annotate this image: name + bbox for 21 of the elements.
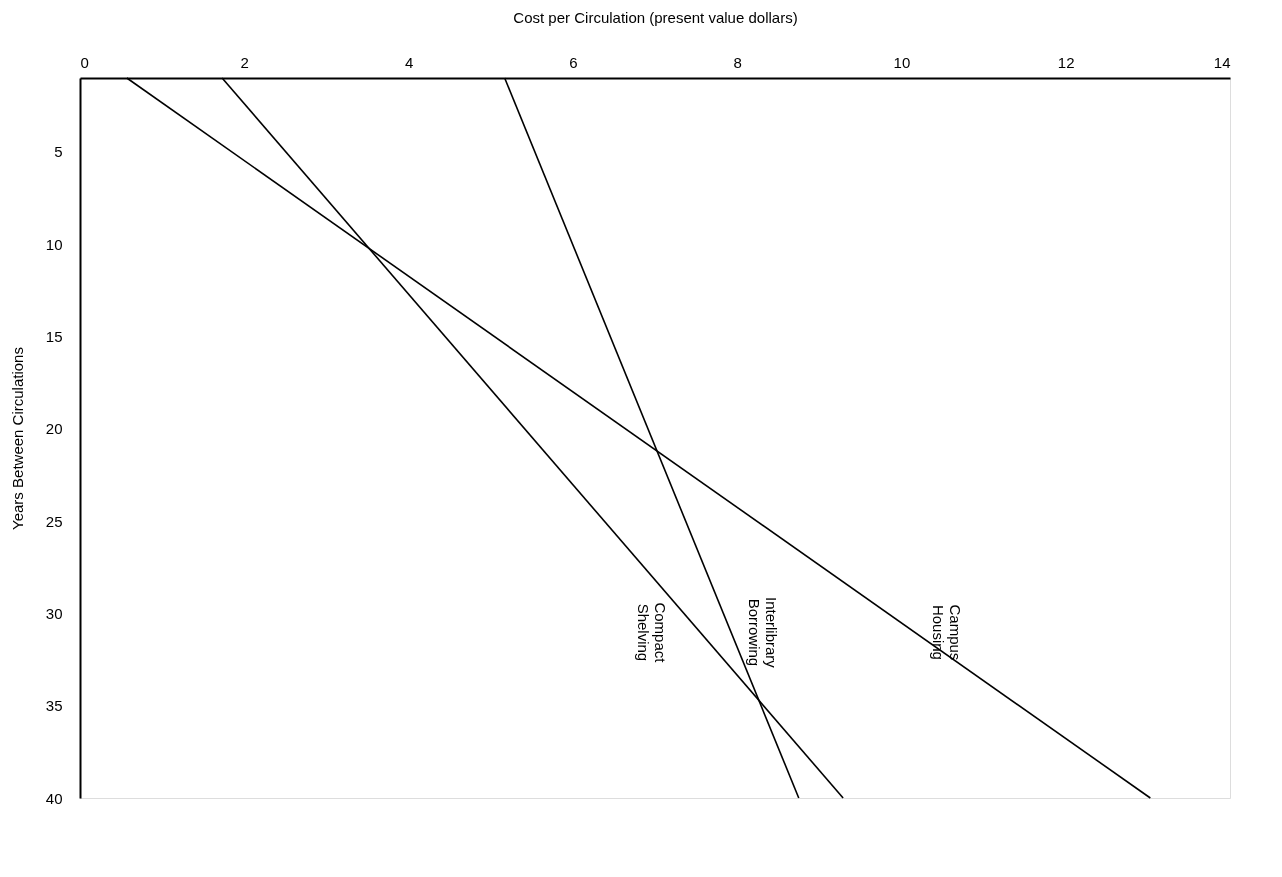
text: Compact Shelving [635,602,670,664]
x-tick-label: 8 [733,53,742,71]
x-axis-title: Cost per Circulation (present value dollars) [513,8,798,26]
y-tick-label: 5 [54,143,63,161]
text: Interlibrary Borrowing [746,596,781,669]
y-tick-label: 35 [45,697,63,715]
y-tick-label: 25 [45,512,63,530]
x-tick-label: 10 [893,53,911,71]
y-tick-label: 40 [45,789,63,807]
x-tick-label: 0 [80,53,89,71]
y-tick-label: 20 [45,420,63,438]
text: Campus Housing [929,604,964,661]
x-tick-label: 14 [1213,53,1231,71]
x-tick-label: 4 [404,53,414,71]
x-tick-label: 2 [240,53,249,71]
x-tick-label: 12 [1057,53,1075,71]
y-axis-title: Years Between Circulations [8,347,26,530]
x-tick-label: 6 [569,53,578,71]
y-tick-label: 30 [45,604,63,622]
y-tick-label: 15 [45,327,63,345]
y-tick-label: 10 [45,235,63,253]
